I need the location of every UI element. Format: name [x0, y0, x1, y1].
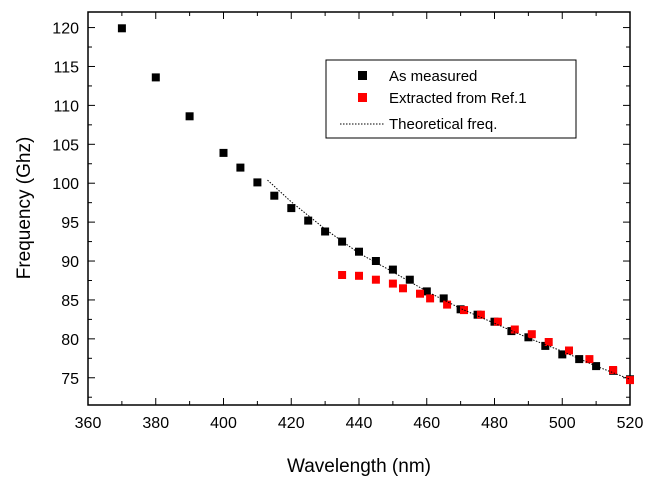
data-point	[626, 376, 634, 385]
data-point	[151, 73, 160, 82]
y-tick-label: 100	[52, 176, 79, 193]
y-tick-label: 120	[52, 21, 79, 38]
data-point	[592, 362, 601, 371]
data-point	[575, 355, 584, 364]
data-point	[476, 310, 485, 319]
data-point	[544, 338, 553, 346]
data-point	[493, 317, 502, 326]
data-point	[270, 191, 279, 200]
series-1	[338, 271, 634, 385]
data-point	[371, 257, 380, 265]
legend-marker-as-measured	[358, 71, 367, 80]
x-tick-labels: 360 380 400 420 440 460 480 500 520	[75, 415, 644, 432]
y-tick-label: 95	[61, 215, 79, 232]
y-tick-label: 110	[53, 98, 79, 115]
legend-label-as-measured: As measured	[389, 68, 477, 85]
legend-label-extracted: Extracted from Ref.1	[389, 90, 527, 107]
data-point	[321, 227, 330, 236]
data-point	[565, 346, 573, 355]
data-point	[416, 289, 424, 298]
legend-box	[325, 59, 577, 139]
data-point	[558, 350, 567, 359]
y-tick-label: 85	[61, 293, 79, 310]
data-point	[405, 275, 414, 284]
legend-marker-extracted	[358, 93, 367, 102]
data-point	[399, 284, 407, 293]
data-point	[609, 366, 618, 374]
axis-ticks	[87, 12, 631, 405]
data-point	[460, 306, 468, 315]
x-tick-label: 520	[617, 415, 644, 432]
y-tick-label: 75	[61, 371, 79, 388]
data-point	[443, 300, 452, 309]
x-tick-label: 400	[210, 415, 237, 432]
data-point	[287, 204, 296, 213]
series-2	[267, 179, 631, 380]
data-point	[371, 275, 380, 284]
x-tick-label: 460	[413, 415, 440, 432]
data-point	[355, 271, 363, 280]
x-tick-label: 420	[278, 415, 305, 432]
x-tick-label: 360	[75, 415, 102, 432]
y-tick-label: 90	[61, 254, 79, 271]
theoretical-curve	[267, 179, 631, 380]
x-tick-label: 480	[481, 415, 508, 432]
x-tick-label: 440	[346, 415, 373, 432]
data-point	[304, 216, 313, 225]
y-tick-label: 80	[61, 332, 79, 349]
y-axis-title: Frequency (Ghz)	[14, 137, 35, 280]
data-point	[185, 112, 194, 121]
data-point	[527, 330, 536, 339]
data-point	[219, 148, 228, 157]
x-tick-label: 500	[549, 415, 576, 432]
y-tick-label: 105	[52, 137, 79, 154]
data-point	[510, 325, 519, 334]
y-tick-label: 115	[53, 59, 79, 76]
x-axis-title: Wavelength (nm)	[287, 456, 431, 477]
data-point	[355, 247, 363, 256]
x-tick-label: 380	[142, 415, 169, 432]
data-point	[338, 271, 347, 279]
data-point	[388, 265, 397, 274]
data-point	[388, 279, 397, 288]
data-point	[426, 294, 435, 303]
series-layer	[117, 24, 634, 385]
data-point	[585, 355, 594, 364]
data-point	[253, 178, 262, 187]
data-point	[236, 163, 245, 172]
legend-label-theoretical: Theoretical freq.	[389, 116, 497, 133]
data-point	[439, 294, 448, 303]
data-point	[117, 24, 126, 33]
y-tick-labels: 75 80 85 90 95 100 105 110 115 120	[52, 21, 79, 388]
legend: As measured Extracted from Ref.1 Theoret…	[325, 59, 577, 139]
